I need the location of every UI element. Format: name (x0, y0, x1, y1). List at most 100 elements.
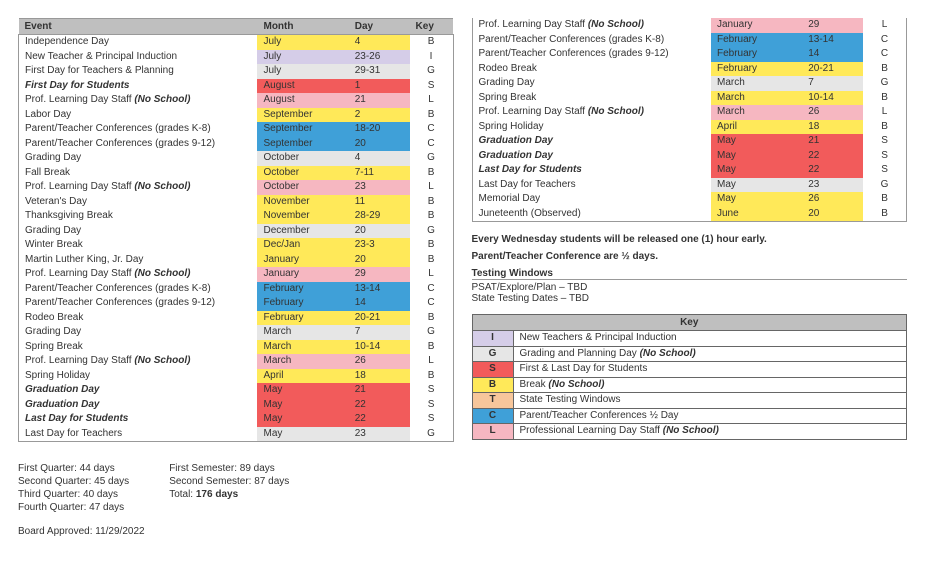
event-cell: Thanksgiving Break (19, 209, 258, 224)
event-cell: Rodeo Break (19, 311, 258, 326)
key-cell: B (410, 35, 453, 50)
day-cell: 29 (802, 18, 863, 33)
table-row: Grading DayDecember20G (19, 224, 454, 239)
month-cell: April (711, 120, 802, 135)
month-cell: March (711, 76, 802, 91)
key-cell: B (410, 238, 453, 253)
event-cell: Graduation Day (472, 134, 711, 149)
event-cell: Spring Break (472, 91, 711, 106)
day-cell: 20 (349, 224, 410, 239)
event-cell: Last Day for Students (19, 412, 258, 427)
table-row: Spring BreakMarch10-14B (472, 91, 907, 106)
key-cell: B (410, 340, 453, 355)
month-cell: November (257, 195, 348, 210)
table-row: First Day for StudentsAugust1S (19, 79, 454, 94)
key-cell: C (410, 282, 453, 297)
key-desc: Break (No School) (513, 377, 907, 393)
key-cell: B (863, 62, 906, 77)
event-cell: Parent/Teacher Conferences (grades 9-12) (19, 137, 258, 152)
day-cell: 14 (802, 47, 863, 62)
key-cell: C (410, 296, 453, 311)
events-table-left: Event Month Day Key Independence DayJuly… (18, 18, 454, 442)
day-cell: 22 (349, 398, 410, 413)
month-cell: January (711, 18, 802, 33)
day-cell: 22 (802, 163, 863, 178)
key-code: I (472, 331, 513, 347)
day-cell: 7 (349, 325, 410, 340)
table-row: Prof. Learning Day Staff (No School)Janu… (472, 18, 907, 33)
event-cell: Spring Holiday (19, 369, 258, 384)
day-cell: 23 (802, 178, 863, 193)
day-cell: 4 (349, 35, 410, 50)
day-cell: 10-14 (349, 340, 410, 355)
key-cell: G (863, 76, 906, 91)
month-cell: December (257, 224, 348, 239)
event-cell: Grading Day (19, 151, 258, 166)
table-row: Juneteenth (Observed)June20B (472, 207, 907, 222)
event-cell: Fall Break (19, 166, 258, 181)
event-cell: Veteran's Day (19, 195, 258, 210)
key-cell: S (863, 163, 906, 178)
table-row: Grading DayMarch7G (472, 76, 907, 91)
event-cell: Prof. Learning Day Staff (No School) (472, 18, 711, 33)
event-cell: Grading Day (19, 224, 258, 239)
key-row: LProfessional Learning Day Staff (No Sch… (472, 424, 907, 440)
month-cell: July (257, 64, 348, 79)
key-cell: S (410, 412, 453, 427)
key-code: C (472, 408, 513, 424)
month-cell: February (711, 62, 802, 77)
table-row: Prof. Learning Day Staff (No School)Marc… (472, 105, 907, 120)
event-cell: Spring Holiday (472, 120, 711, 135)
event-cell: Last Day for Teachers (19, 427, 258, 442)
event-cell: Graduation Day (19, 398, 258, 413)
table-row: Rodeo BreakFebruary20-21B (19, 311, 454, 326)
month-cell: October (257, 151, 348, 166)
event-cell: First Day for Students (19, 79, 258, 94)
event-cell: Prof. Learning Day Staff (No School) (19, 267, 258, 282)
key-cell: G (410, 64, 453, 79)
key-cell: G (410, 325, 453, 340)
key-row: CParent/Teacher Conferences ½ Day (472, 408, 907, 424)
event-cell: Last Day for Students (472, 163, 711, 178)
key-cell: C (410, 122, 453, 137)
day-cell: 22 (802, 149, 863, 164)
day-cell: 2 (349, 108, 410, 123)
events-table-right: Prof. Learning Day Staff (No School)Janu… (472, 18, 908, 222)
month-cell: May (257, 412, 348, 427)
month-cell: May (711, 163, 802, 178)
col-key: Key (410, 19, 453, 35)
table-row: Last Day for StudentsMay22S (19, 412, 454, 427)
table-row: Last Day for StudentsMay22S (472, 163, 907, 178)
key-desc: Professional Learning Day Staff (No Scho… (513, 424, 907, 440)
month-cell: January (257, 253, 348, 268)
board-approved: Board Approved: 11/29/2022 (18, 526, 907, 537)
footer-stats: First Quarter: 44 days Second Quarter: 4… (18, 462, 907, 514)
day-cell: 23 (349, 180, 410, 195)
month-cell: March (711, 91, 802, 106)
testing-line-1: PSAT/Explore/Plan – TBD (472, 282, 908, 293)
event-cell: Parent/Teacher Conferences (grades K-8) (19, 282, 258, 297)
event-cell: Juneteenth (Observed) (472, 207, 711, 222)
table-row: Independence DayJuly4B (19, 35, 454, 50)
key-cell: G (410, 224, 453, 239)
day-cell: 20 (349, 253, 410, 268)
table-row: Spring HolidayApril18B (472, 120, 907, 135)
day-cell: 1 (349, 79, 410, 94)
key-cell: B (410, 209, 453, 224)
month-cell: August (257, 79, 348, 94)
key-cell: S (863, 149, 906, 164)
key-desc: First & Last Day for Students (513, 362, 907, 378)
day-cell: 13-14 (802, 33, 863, 48)
table-row: Memorial DayMay26B (472, 192, 907, 207)
event-cell: Parent/Teacher Conferences (grades K-8) (472, 33, 711, 48)
day-cell: 13-14 (349, 282, 410, 297)
key-cell: S (410, 398, 453, 413)
table-row: Graduation DayMay21S (19, 383, 454, 398)
day-cell: 23-3 (349, 238, 410, 253)
table-row: Prof. Learning Day Staff (No School)Janu… (19, 267, 454, 282)
note-ptc: Parent/Teacher Conference are ½ days. (472, 251, 908, 262)
event-cell: Winter Break (19, 238, 258, 253)
key-cell: L (863, 18, 906, 33)
key-cell: B (410, 195, 453, 210)
month-cell: September (257, 122, 348, 137)
